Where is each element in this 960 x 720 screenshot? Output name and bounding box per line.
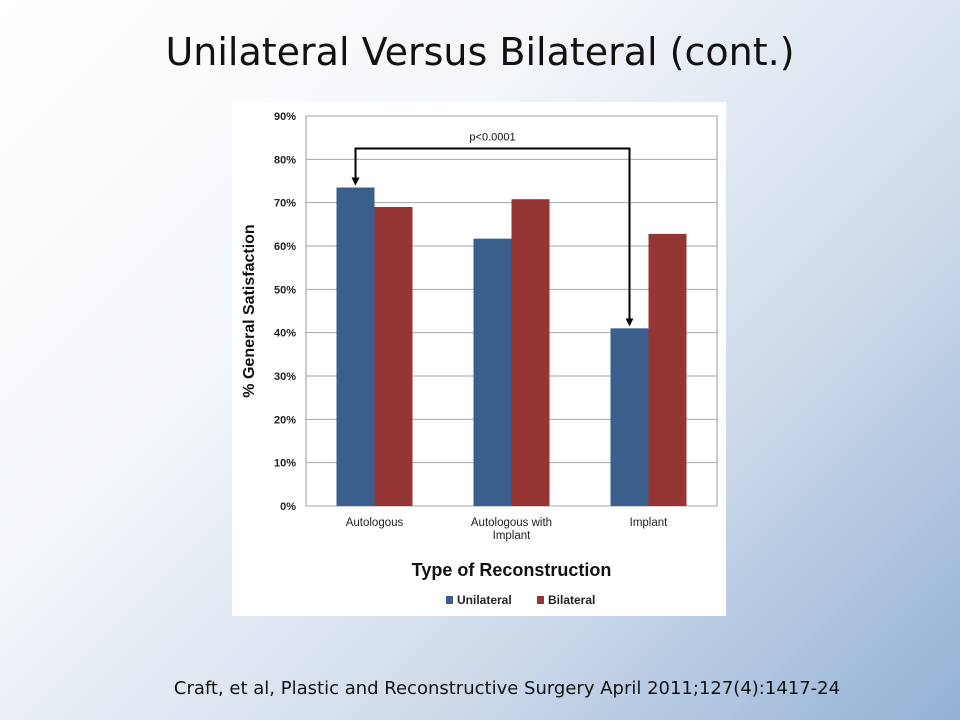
y-tick-label: 0% xyxy=(280,501,296,513)
bar-bilateral-2 xyxy=(511,199,550,506)
chart-figure: 0% 10% 20% 30% 40% 50% 60% 70% 80% 90% Autologous A… xyxy=(232,102,726,616)
y-tick-label: 30% xyxy=(274,371,296,383)
legend-swatch-bilateral xyxy=(537,596,544,604)
p-value-annotation: p<0.0001 xyxy=(469,132,515,144)
legend-label-bilateral: Bilateral xyxy=(548,593,595,607)
bar-bilateral-3 xyxy=(648,233,687,506)
bar-bilateral-1 xyxy=(374,207,413,506)
y-tick-label: 10% xyxy=(274,458,296,470)
legend-label-unilateral: Unilateral xyxy=(457,593,512,607)
y-tick-label: 90% xyxy=(274,111,296,123)
y-tick-label: 60% xyxy=(274,241,296,253)
bar-unilateral-3 xyxy=(610,328,649,506)
bar-unilateral-1 xyxy=(336,187,375,506)
x-axis-title: Type of Reconstruction xyxy=(412,560,612,580)
y-tick-label: 70% xyxy=(274,198,296,210)
y-tick-label: 20% xyxy=(274,414,296,426)
x-tick-label: Autologous with xyxy=(471,517,552,529)
y-tick-label: 50% xyxy=(274,284,296,296)
citation: Craft, et al, Plastic and Reconstructive… xyxy=(173,678,841,699)
y-axis-title: % General Satisfaction xyxy=(241,224,258,397)
legend-swatch-unilateral xyxy=(446,596,453,604)
x-tick-label: Implant xyxy=(630,517,669,529)
y-tick-label: 40% xyxy=(274,328,296,340)
y-tick-label: 80% xyxy=(274,154,296,166)
x-tick-label: Implant xyxy=(493,530,532,542)
bar-unilateral-2 xyxy=(473,238,512,506)
slide-title: Unilateral Versus Bilateral (cont.) xyxy=(165,30,795,74)
x-tick-label: Autologous xyxy=(346,517,404,529)
bar-chart: 0% 10% 20% 30% 40% 50% 60% 70% 80% 90% Autologous A… xyxy=(241,111,718,607)
